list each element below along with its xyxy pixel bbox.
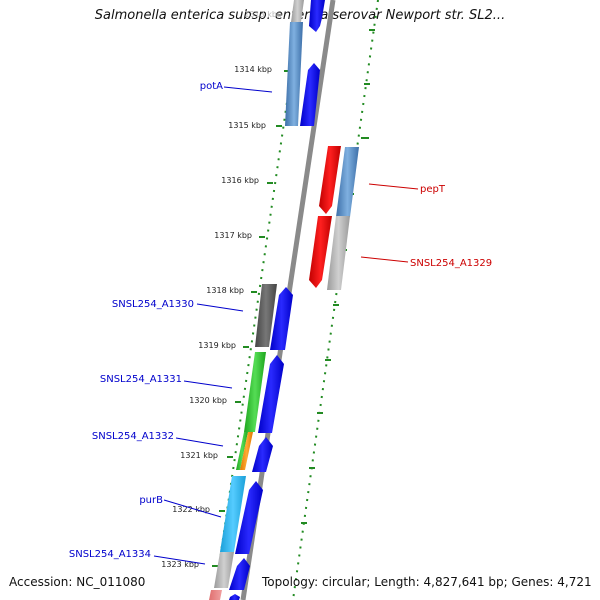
tick-label-1321: 1321 kbp	[180, 451, 218, 460]
leader-a1329	[360, 256, 409, 263]
gene-label-purB[interactable]: purB	[139, 495, 163, 506]
gene-label-a1330[interactable]: SNSL254_A1330	[112, 299, 194, 310]
leader-a1332	[175, 437, 224, 447]
inner-dotted-ring	[292, 0, 379, 600]
gene-label-a1334[interactable]: SNSL254_A1334	[69, 549, 151, 560]
leader-a1334	[153, 555, 206, 565]
gene-forward-blue-1[interactable]	[309, 0, 325, 32]
gene-a1330-grey[interactable]	[255, 284, 277, 347]
gene-a1331[interactable]	[244, 352, 266, 432]
gene-label-a1329[interactable]: SNSL254_A1329	[410, 258, 492, 269]
gene-forward-blue-7[interactable]	[229, 558, 250, 590]
tick-label-1323: 1323 kbp	[161, 560, 199, 569]
gene-label-pepT[interactable]: pepT	[420, 184, 446, 195]
tick-label-1322: 1322 kbp	[172, 505, 210, 514]
gene-a1334[interactable]	[214, 552, 234, 588]
gene-label-a1332[interactable]: SNSL254_A1332	[92, 431, 174, 442]
gene-a1329[interactable]	[327, 216, 350, 290]
leader-purB	[163, 499, 222, 518]
leader-a1331	[183, 380, 233, 389]
gene-purB[interactable]	[220, 476, 246, 552]
gene-forward-blue-4[interactable]	[258, 355, 284, 433]
topology-text: Topology: circular; Length: 4,827,641 bp…	[262, 575, 592, 589]
tick-label-1318: 1318 kbp	[206, 286, 244, 295]
leader-potA	[223, 86, 273, 93]
accession-text: Accession: NC_011080	[9, 575, 146, 589]
gene-label-a1331[interactable]: SNSL254_A1331	[100, 374, 182, 385]
tick-label-1319: 1319 kbp	[198, 341, 236, 350]
gene-potA[interactable]	[285, 22, 303, 126]
tick-label-1315: 1315 kbp	[228, 121, 266, 130]
gene-potA-grey-segment[interactable]	[291, 0, 304, 22]
tick-label-1316: 1316 kbp	[221, 176, 259, 185]
gene-reverse-red-2[interactable]	[309, 216, 332, 288]
tick-label-1314: 1314 kbp	[234, 65, 272, 74]
tick-label-1320: 1320 kbp	[189, 396, 227, 405]
leader-pepT	[368, 183, 419, 190]
gene-pepT-red[interactable]	[319, 146, 341, 214]
gene-a1332-green[interactable]	[236, 432, 248, 470]
gene-forward-blue-5[interactable]	[252, 437, 273, 472]
gene-forward-blue-3[interactable]	[270, 287, 293, 350]
gene-label-potA[interactable]: potA	[200, 81, 223, 92]
gene-pepT[interactable]	[336, 147, 359, 217]
tick-label-1313: 1313 kbp	[244, 10, 282, 19]
tick-label-1317: 1317 kbp	[214, 231, 252, 240]
gene-forward-blue-2[interactable]	[300, 63, 320, 126]
gene-a1332-orange[interactable]	[240, 432, 253, 470]
gene-bottom-blue[interactable]	[229, 594, 240, 600]
gene-forward-blue-6[interactable]	[235, 481, 263, 554]
leader-a1330	[196, 303, 244, 312]
gene-bottom-pink[interactable]	[209, 590, 222, 600]
